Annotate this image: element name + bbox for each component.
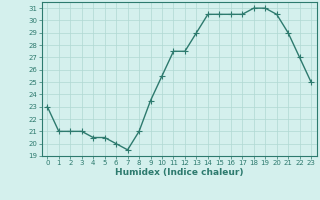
X-axis label: Humidex (Indice chaleur): Humidex (Indice chaleur) (115, 168, 244, 177)
